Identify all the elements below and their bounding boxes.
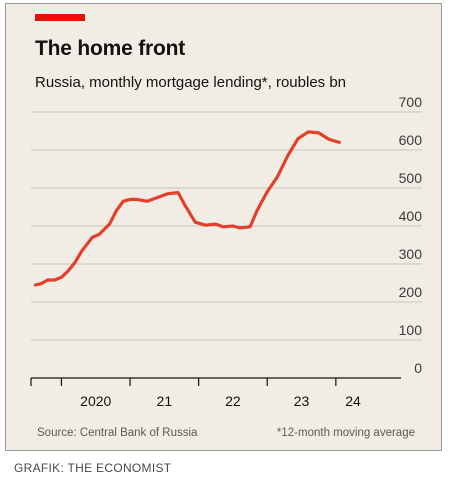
y-tick-label: 600 <box>399 132 423 148</box>
series-line-mortgage-lending <box>33 130 341 287</box>
x-axis: 2020 21 22 23 24 <box>30 377 401 409</box>
y-tick-labels: 0 100 200 300 400 500 600 700 <box>399 94 423 376</box>
grid-lines <box>31 111 422 341</box>
chart-title: The home front <box>35 37 186 60</box>
y-tick-label: 300 <box>399 246 423 262</box>
footnote: *12-month moving average <box>276 427 415 439</box>
y-tick-label: 700 <box>399 94 423 110</box>
x-tick-label: 2020 <box>80 393 111 409</box>
source-note: Source: Central Bank of Russia <box>37 427 198 439</box>
y-tick-label: 0 <box>414 360 422 376</box>
chart-subtitle: Russia, monthly mortgage lending*, roubl… <box>35 74 347 91</box>
y-tick-label: 500 <box>399 170 423 186</box>
series-layer <box>33 130 341 287</box>
chart-frame: The home front Russia, monthly mortgage … <box>5 3 442 451</box>
x-tick-label: 24 <box>345 393 361 409</box>
image-credit: GRAFIK: THE ECONOMIST <box>14 461 172 475</box>
x-tick-label: 23 <box>294 393 310 409</box>
y-tick-label: 400 <box>399 208 423 224</box>
x-tick-label: 22 <box>225 393 241 409</box>
economist-red-bar <box>35 14 85 21</box>
y-tick-label: 100 <box>399 322 423 338</box>
x-tick-label: 21 <box>157 393 173 409</box>
y-tick-label: 200 <box>399 284 423 300</box>
line-chart: 0 100 200 300 400 500 600 700 2020 21 22 23 24 <box>30 94 423 409</box>
